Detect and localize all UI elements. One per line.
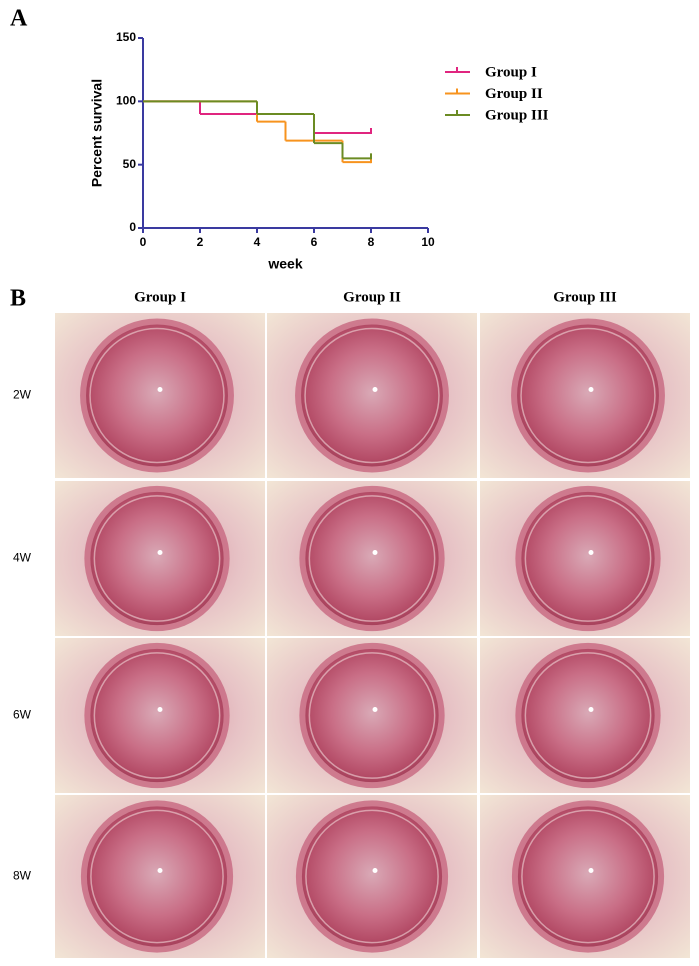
- eye-photo: [267, 313, 477, 478]
- reflection: [157, 387, 163, 392]
- reflection: [372, 550, 378, 555]
- legend-label: Group II: [485, 86, 543, 102]
- eye: [90, 491, 224, 626]
- y-tick-label: 50: [123, 157, 137, 171]
- eye-ring: [308, 652, 436, 779]
- eye-photo: [267, 795, 477, 958]
- panel-label: B: [10, 286, 26, 312]
- x-tick-label: 4: [254, 235, 261, 249]
- reflection: [588, 550, 594, 555]
- y-tick-label: 150: [116, 30, 136, 44]
- eye-ring: [305, 809, 439, 944]
- eye: [517, 324, 659, 467]
- x-tick-label: 2: [197, 235, 204, 249]
- x-axis-label: week: [267, 256, 302, 272]
- legend-label: Group I: [485, 64, 537, 80]
- row-label: 8W: [13, 869, 32, 883]
- eye-photo: [480, 795, 690, 958]
- reflection: [157, 868, 163, 873]
- reflection: [588, 868, 594, 873]
- eye-photo: [55, 313, 265, 478]
- legend-label: Group III: [485, 107, 549, 123]
- eye: [305, 491, 439, 626]
- eye: [517, 806, 659, 947]
- y-tick-label: 100: [116, 94, 136, 108]
- photo-grid: Group I Group II Group III 2W 4W 6W 8W: [13, 289, 690, 958]
- reflection: [588, 387, 594, 392]
- eye-ring: [90, 809, 224, 944]
- eye: [305, 648, 439, 783]
- row-label: 2W: [13, 388, 32, 402]
- column-heading: Group I: [134, 289, 186, 305]
- eye-photo: [480, 638, 690, 793]
- row-label: 6W: [13, 708, 32, 722]
- eye: [521, 491, 655, 626]
- eye-photo: [480, 481, 690, 636]
- eye: [521, 648, 655, 783]
- eye-photo: [55, 638, 265, 793]
- eye-photo: [55, 481, 265, 636]
- eye-ring: [93, 495, 221, 622]
- x-tick-label: 10: [421, 235, 435, 249]
- eye: [86, 806, 228, 947]
- eye-photo: [267, 481, 477, 636]
- reflection: [372, 387, 378, 392]
- survival-chart: 0 50 100 150 0 2 4 6 8 10 week Percent survival Grou…: [89, 30, 549, 272]
- reflection: [157, 550, 163, 555]
- eye: [301, 324, 443, 467]
- reflection: [157, 707, 163, 712]
- eye: [301, 806, 443, 947]
- column-heading: Group II: [343, 289, 401, 305]
- reflection: [372, 868, 378, 873]
- y-axis-label: Percent survival: [89, 79, 105, 187]
- eye-ring: [89, 327, 225, 464]
- y-tick-label: 0: [129, 220, 136, 234]
- eye-ring: [521, 809, 655, 944]
- eye-ring: [524, 495, 652, 622]
- reflection: [588, 707, 594, 712]
- x-tick-label: 8: [368, 235, 375, 249]
- eye-photo: [480, 313, 690, 478]
- eye-ring: [520, 327, 656, 464]
- eye-ring: [524, 652, 652, 779]
- x-tick-label: 6: [311, 235, 318, 249]
- eye-ring: [308, 495, 436, 622]
- eye-photo: [267, 638, 477, 793]
- column-heading: Group III: [553, 289, 617, 305]
- panel-label: A: [10, 6, 28, 32]
- eye-ring: [93, 652, 221, 779]
- row-label: 4W: [13, 551, 32, 565]
- x-tick-label: 0: [140, 235, 147, 249]
- eye-photo: [55, 795, 265, 958]
- eye: [86, 324, 228, 467]
- eye: [90, 648, 224, 783]
- eye-ring: [304, 327, 440, 464]
- reflection: [372, 707, 378, 712]
